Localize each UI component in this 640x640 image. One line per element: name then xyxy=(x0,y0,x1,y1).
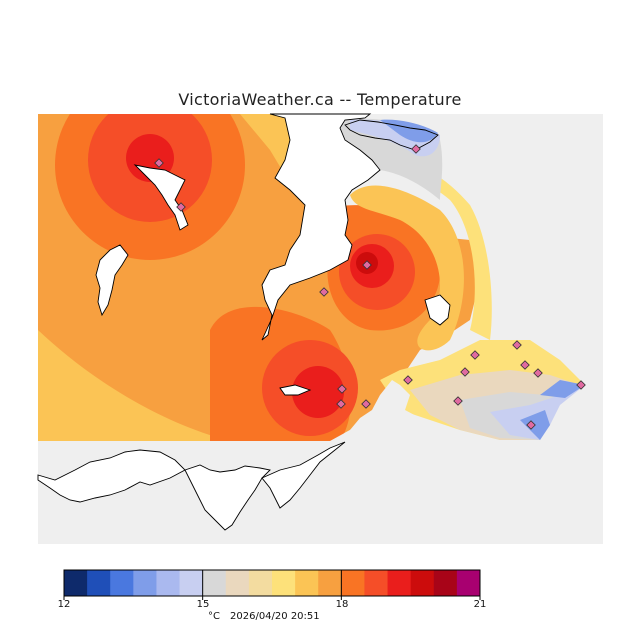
legend-swatch xyxy=(433,570,458,596)
legend-tick-label: 21 xyxy=(474,599,487,610)
legend-swatch xyxy=(248,570,273,596)
timestamp: 2026/04/20 20:51 xyxy=(230,611,320,622)
legend-swatch xyxy=(387,570,412,596)
legend-swatch xyxy=(318,570,342,596)
legend-tick-label: 15 xyxy=(197,599,210,610)
station-marker xyxy=(319,287,329,297)
station-marker xyxy=(361,399,371,409)
legend-swatch xyxy=(110,570,134,596)
legend-swatch xyxy=(341,570,365,596)
legend-swatch xyxy=(179,570,204,596)
station-marker xyxy=(337,384,347,394)
station-marker xyxy=(336,399,346,409)
station-marker xyxy=(176,202,186,212)
station-marker xyxy=(533,368,543,378)
legend-swatch xyxy=(364,570,389,596)
legend-swatch xyxy=(272,570,296,596)
station-marker xyxy=(411,144,421,154)
map-title: VictoriaWeather.ca -- Temperature xyxy=(178,90,462,109)
coastline xyxy=(37,113,603,544)
legend-swatch xyxy=(410,570,435,596)
weather-stations xyxy=(154,144,586,430)
legend-swatch xyxy=(202,570,227,596)
station-marker xyxy=(520,360,530,370)
legend-swatch xyxy=(156,570,181,596)
legend-swatch xyxy=(87,570,111,596)
station-marker xyxy=(460,367,470,377)
legend-swatch xyxy=(64,570,88,596)
station-marker xyxy=(154,158,164,168)
station-marker xyxy=(470,350,480,360)
legend-tick-label: 12 xyxy=(58,599,71,610)
legend-tick-label: 18 xyxy=(336,599,349,610)
station-marker xyxy=(576,380,586,390)
legend-swatch xyxy=(456,570,481,596)
color-legend xyxy=(63,569,481,600)
legend-units: °C xyxy=(208,611,220,622)
station-marker xyxy=(403,375,413,385)
legend-swatch xyxy=(133,570,157,596)
station-marker xyxy=(526,420,536,430)
legend-swatch xyxy=(295,570,319,596)
station-marker xyxy=(362,260,372,270)
legend-swatch xyxy=(225,570,250,596)
station-marker xyxy=(453,396,463,406)
station-marker xyxy=(512,340,522,350)
